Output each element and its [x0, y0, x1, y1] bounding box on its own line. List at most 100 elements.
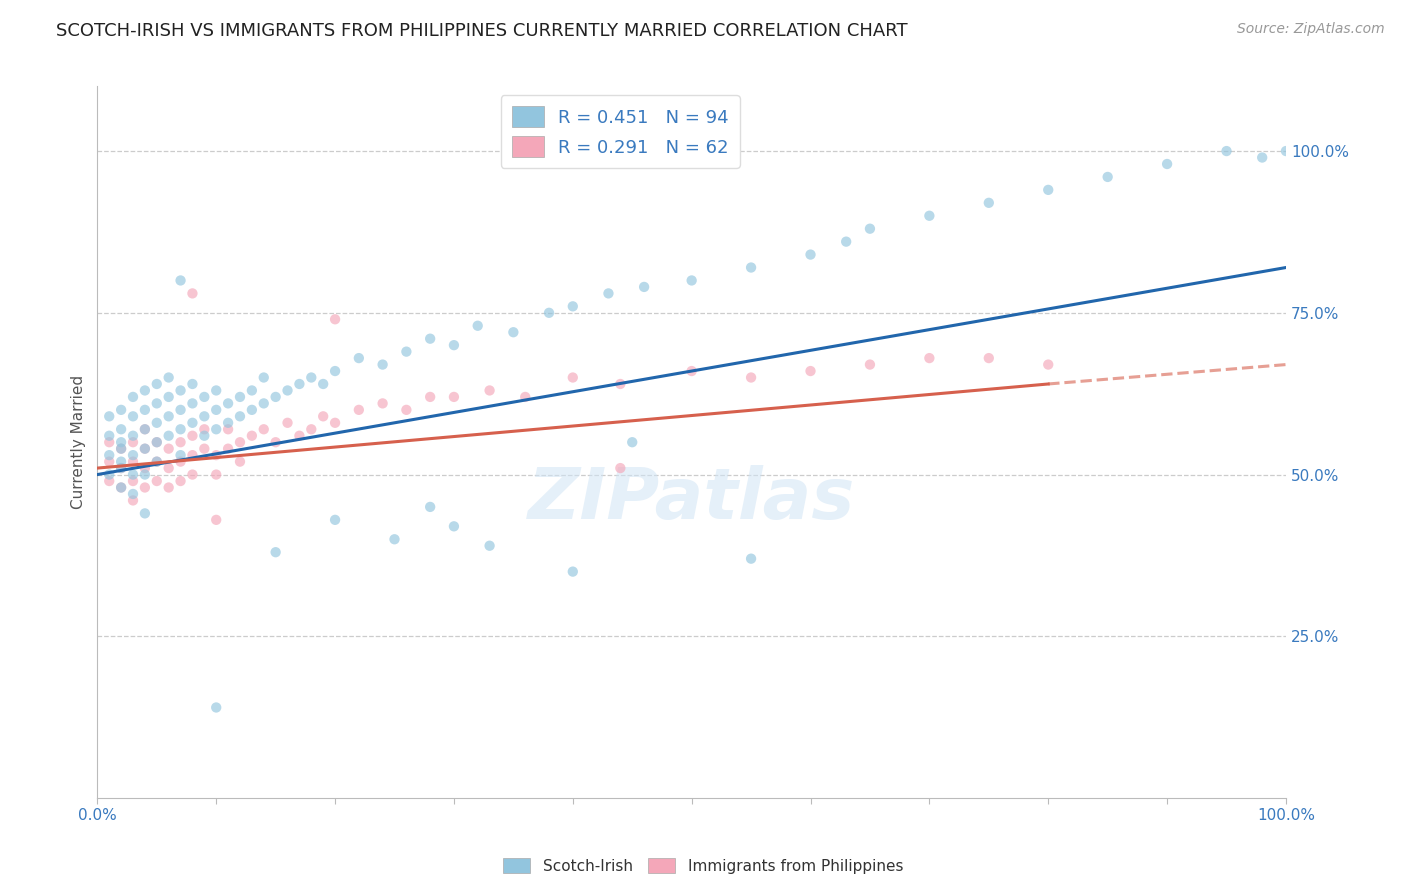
Point [146, 474, 169, 488]
Point [134, 422, 156, 436]
Point [277, 384, 299, 398]
Point [419, 390, 441, 404]
Point [181, 428, 204, 442]
Point [561, 299, 583, 313]
Point [205, 700, 228, 714]
Point [443, 338, 465, 352]
Point [205, 513, 228, 527]
Point [478, 539, 501, 553]
Point [323, 416, 346, 430]
Point [288, 376, 311, 391]
Point [134, 442, 156, 456]
Point [740, 370, 762, 384]
Point [122, 455, 145, 469]
Point [323, 513, 346, 527]
Point [277, 416, 299, 430]
Point [229, 409, 252, 424]
Point [181, 416, 204, 430]
Point [205, 384, 228, 398]
Point [205, 402, 228, 417]
Legend: R = 0.451   N = 94, R = 0.291   N = 62: R = 0.451 N = 94, R = 0.291 N = 62 [501, 95, 740, 168]
Point [146, 376, 169, 391]
Point [122, 448, 145, 462]
Point [264, 435, 287, 450]
Point [122, 467, 145, 482]
Point [205, 448, 228, 462]
Point [1215, 144, 1237, 158]
Point [371, 396, 394, 410]
Point [299, 422, 322, 436]
Point [609, 376, 631, 391]
Point [122, 428, 145, 442]
Point [799, 247, 821, 261]
Point [681, 273, 703, 287]
Point [98, 428, 121, 442]
Point [169, 455, 191, 469]
Point [98, 409, 121, 424]
Point [169, 402, 191, 417]
Legend: Scotch-Irish, Immigrants from Philippines: Scotch-Irish, Immigrants from Philippine… [496, 852, 910, 880]
Point [134, 422, 156, 436]
Point [157, 428, 180, 442]
Text: SCOTCH-IRISH VS IMMIGRANTS FROM PHILIPPINES CURRENTLY MARRIED CORRELATION CHART: SCOTCH-IRISH VS IMMIGRANTS FROM PHILIPPI… [56, 22, 908, 40]
Point [537, 306, 560, 320]
Point [229, 390, 252, 404]
Point [419, 332, 441, 346]
Point [110, 461, 132, 475]
Point [122, 409, 145, 424]
Point [110, 481, 132, 495]
Point [609, 461, 631, 475]
Point [740, 551, 762, 566]
Point [146, 435, 169, 450]
Point [193, 428, 215, 442]
Point [633, 280, 655, 294]
Point [240, 402, 263, 417]
Point [1156, 157, 1178, 171]
Text: Source: ZipAtlas.com: Source: ZipAtlas.com [1237, 22, 1385, 37]
Point [122, 435, 145, 450]
Point [1038, 358, 1060, 372]
Point [384, 533, 406, 547]
Point [169, 448, 191, 462]
Text: ZIPatlas: ZIPatlas [529, 465, 855, 533]
Point [122, 493, 145, 508]
Point [347, 351, 370, 365]
Point [835, 235, 858, 249]
Point [478, 384, 501, 398]
Point [193, 409, 215, 424]
Point [134, 461, 156, 475]
Point [181, 448, 204, 462]
Point [134, 467, 156, 482]
Point [347, 402, 370, 417]
Point [110, 442, 132, 456]
Point [467, 318, 489, 333]
Point [561, 565, 583, 579]
Point [157, 461, 180, 475]
Point [146, 396, 169, 410]
Point [253, 370, 276, 384]
Point [443, 390, 465, 404]
Point [217, 416, 239, 430]
Point [1275, 144, 1298, 158]
Point [181, 467, 204, 482]
Point [561, 370, 583, 384]
Point [134, 481, 156, 495]
Point [157, 481, 180, 495]
Point [98, 455, 121, 469]
Point [240, 384, 263, 398]
Y-axis label: Currently Married: Currently Married [72, 376, 86, 509]
Point [371, 358, 394, 372]
Point [799, 364, 821, 378]
Point [217, 422, 239, 436]
Point [122, 474, 145, 488]
Point [110, 422, 132, 436]
Point [169, 435, 191, 450]
Point [217, 442, 239, 456]
Point [395, 344, 418, 359]
Point [253, 422, 276, 436]
Point [205, 467, 228, 482]
Point [134, 384, 156, 398]
Point [134, 442, 156, 456]
Point [193, 422, 215, 436]
Point [977, 351, 1000, 365]
